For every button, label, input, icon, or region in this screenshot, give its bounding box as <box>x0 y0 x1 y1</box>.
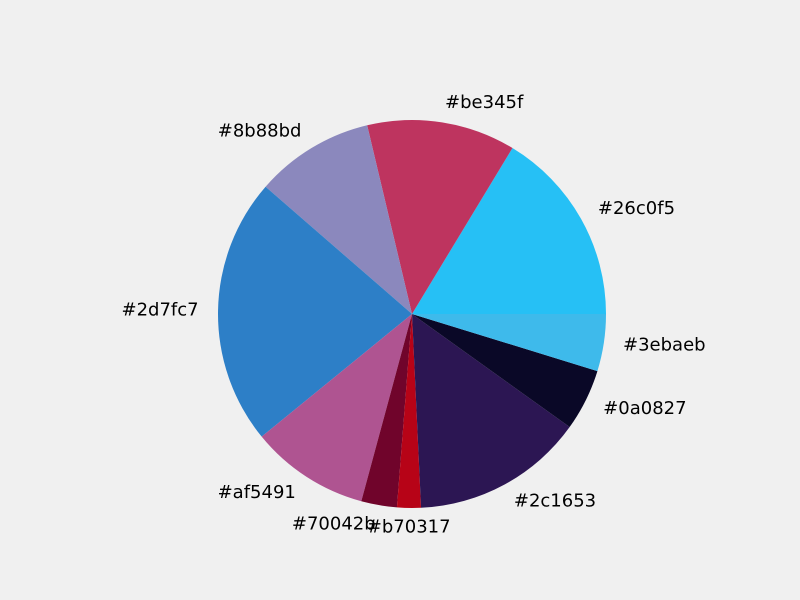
slice-label: #3ebaeb <box>623 335 706 356</box>
pie-slice <box>412 314 570 508</box>
slice-label: #af5491 <box>218 482 296 503</box>
pie-slice <box>367 120 513 315</box>
slice-label: #be345f <box>445 92 524 113</box>
slice-label: #2c1653 <box>514 491 596 512</box>
pie-slice <box>412 314 598 428</box>
pie-slices <box>218 120 606 508</box>
slice-label: #0a0827 <box>603 398 686 419</box>
slice-label: #8b88bd <box>218 120 302 141</box>
slice-label: #b70317 <box>367 516 451 537</box>
pie-slice <box>218 186 412 437</box>
pie-labels: #26c0f5 #be345f #8b88bd #2d7fc7 #af5491 #7004… <box>122 92 706 537</box>
pie-slice <box>261 314 412 502</box>
slice-label: #26c0f5 <box>598 198 675 219</box>
slice-label: #2d7fc7 <box>122 300 199 321</box>
pie-slice <box>412 148 606 314</box>
pie-slice <box>361 314 412 508</box>
slice-label: #70042b <box>292 513 376 534</box>
pie-slice <box>265 125 412 314</box>
pie-slice <box>396 314 422 508</box>
pie-slice <box>412 314 606 372</box>
